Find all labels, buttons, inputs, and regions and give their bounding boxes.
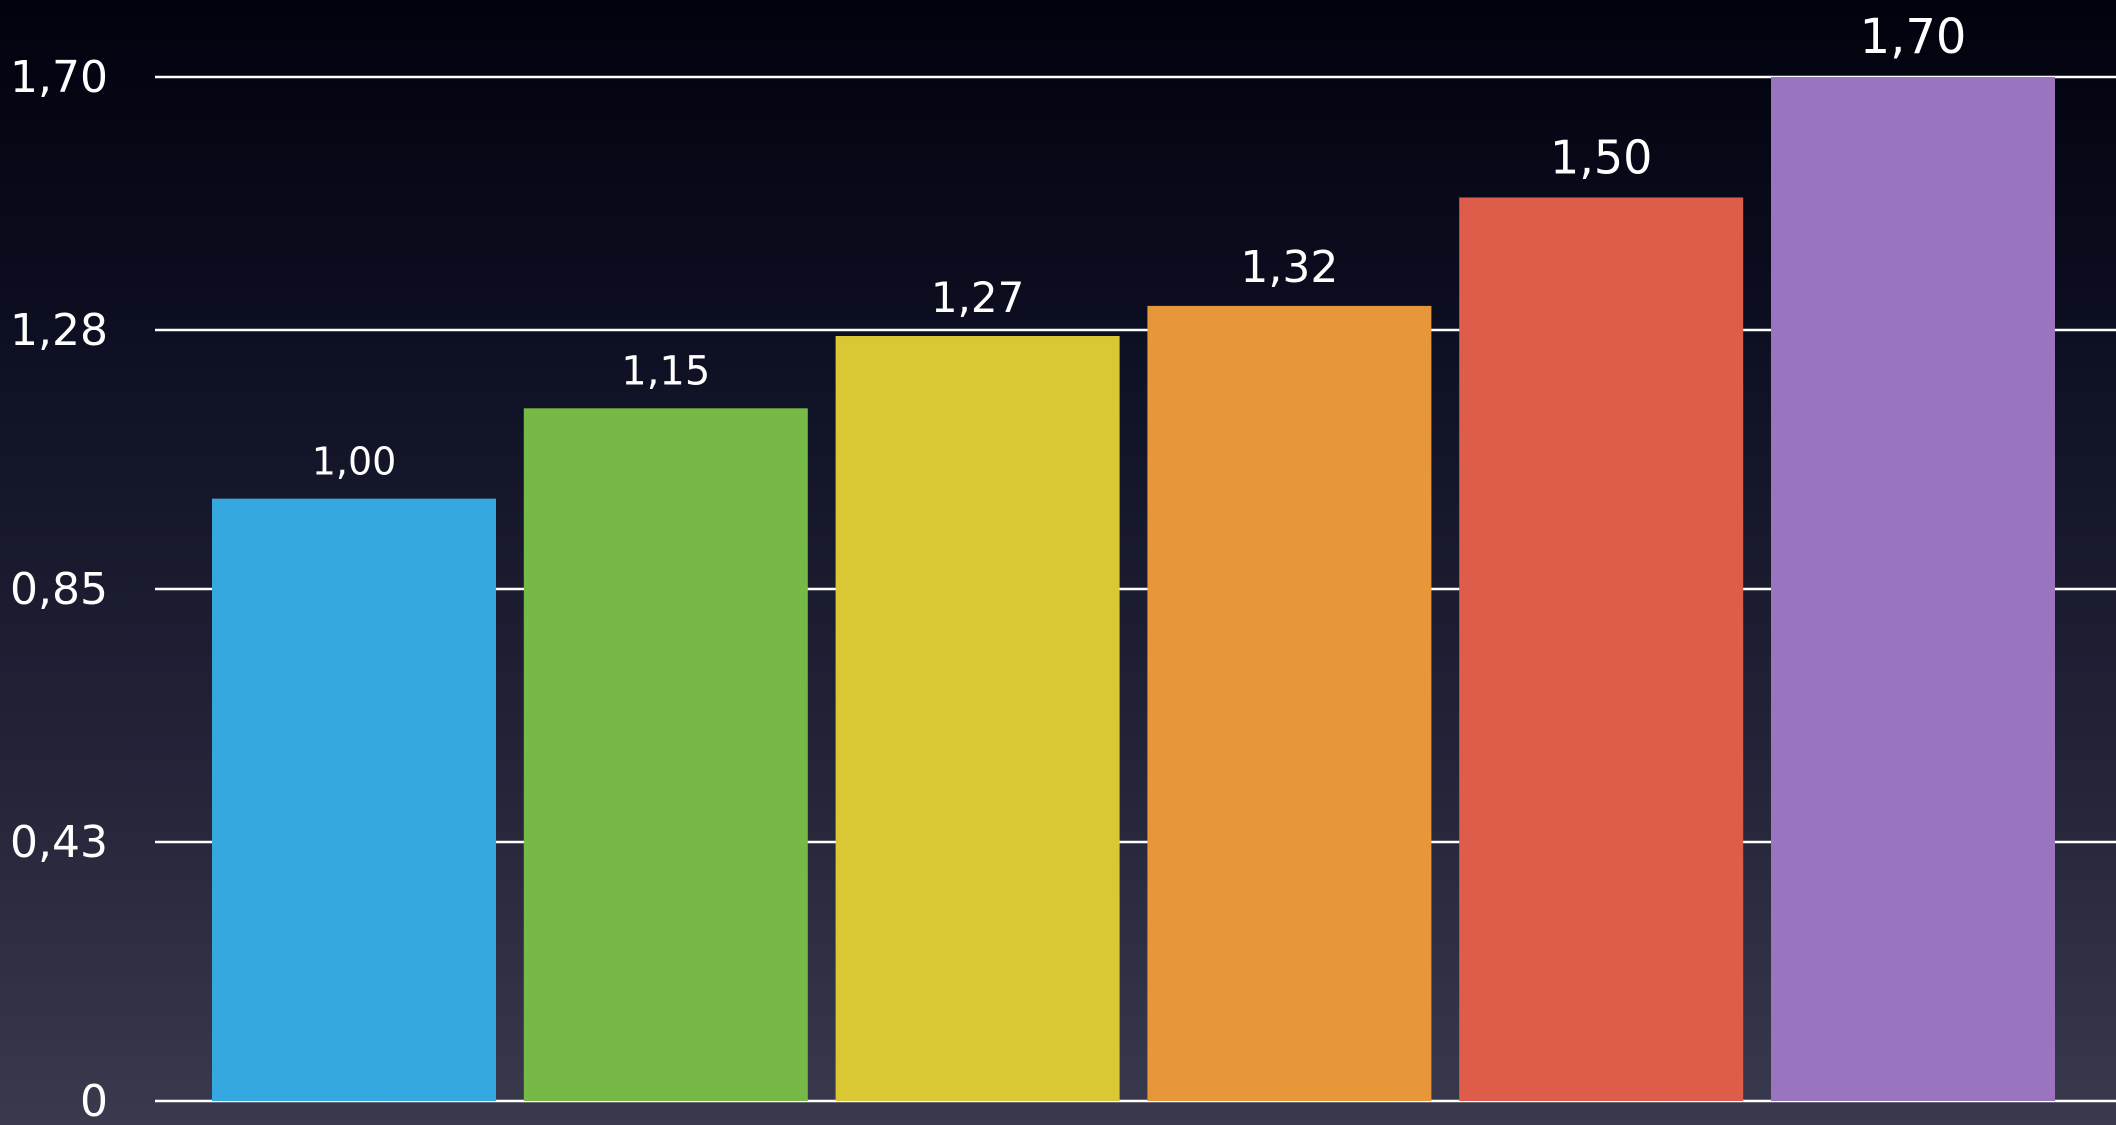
- bar-value-label: 1,15: [621, 348, 710, 394]
- bar: [1147, 305, 1432, 1101]
- y-tick-label: 1,70: [10, 52, 108, 103]
- bar: [1771, 77, 2055, 1101]
- bar-value-label: 1,50: [1550, 130, 1652, 184]
- y-tick-label: 0: [80, 1076, 108, 1125]
- bar-value-label: 1,27: [931, 273, 1025, 322]
- bar-value-label: 1,00: [312, 440, 397, 484]
- y-tick-label: 0,43: [10, 817, 108, 868]
- data-labels: 1,00 1,15 1,27 1,32 1,50 1,70: [312, 9, 1967, 484]
- y-axis-ticks: 0 0,43 0,85 1,28 1,70: [10, 52, 108, 1125]
- y-tick-label: 0,85: [10, 564, 108, 615]
- y-tick-label: 1,28: [10, 305, 108, 356]
- bar-value-label: 1,70: [1860, 9, 1967, 65]
- bar-value-label: 1,32: [1240, 242, 1338, 293]
- bar: [835, 336, 1120, 1101]
- bars: [212, 77, 2055, 1101]
- bar: [1459, 197, 1744, 1101]
- bar: [212, 498, 496, 1101]
- bar: [523, 408, 808, 1101]
